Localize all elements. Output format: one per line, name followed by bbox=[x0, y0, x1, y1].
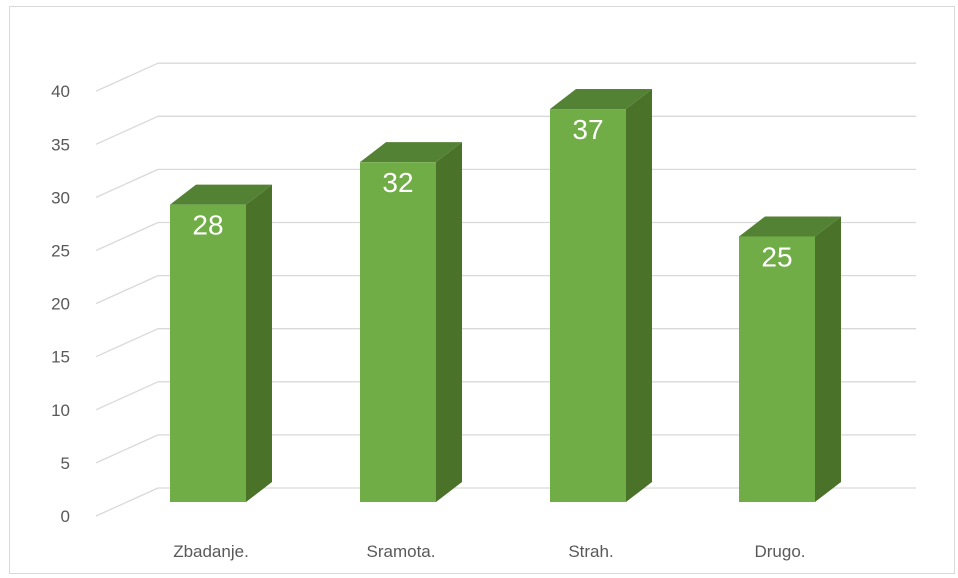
bar-top bbox=[360, 142, 462, 163]
bar-side bbox=[436, 142, 462, 502]
gridline-diagonal bbox=[95, 221, 159, 252]
y-tick-label: 5 bbox=[61, 454, 70, 473]
bar-side bbox=[815, 216, 841, 502]
bar-top bbox=[739, 216, 841, 237]
x-category-label: Strah. bbox=[568, 542, 613, 561]
gridline-diagonal bbox=[95, 275, 159, 305]
x-axis-ticks: Zbadanje. Sramota. Strah. Drugo. bbox=[173, 542, 805, 561]
bar: 25 bbox=[739, 216, 841, 502]
gridline-diagonal bbox=[95, 115, 159, 145]
bar-front bbox=[170, 204, 246, 502]
bar-front bbox=[739, 236, 815, 502]
bar-side bbox=[626, 89, 652, 502]
y-tick-label: 40 bbox=[51, 82, 70, 101]
y-tick-label: 10 bbox=[51, 401, 70, 420]
bars: 28 32 37 25 bbox=[170, 89, 841, 502]
data-label: 28 bbox=[192, 210, 223, 241]
y-tick-label: 0 bbox=[61, 507, 70, 526]
y-tick-label: 35 bbox=[51, 135, 70, 154]
bar-side bbox=[246, 184, 272, 502]
x-category-label: Drugo. bbox=[754, 542, 805, 561]
bar: 32 bbox=[360, 142, 462, 502]
data-label: 37 bbox=[572, 114, 603, 145]
gridline-diagonal bbox=[95, 168, 159, 198]
bar-front bbox=[360, 162, 436, 502]
bar-front bbox=[550, 109, 626, 502]
gridline-diagonal bbox=[95, 328, 159, 358]
gridline-diagonal bbox=[95, 487, 159, 517]
bar-top bbox=[170, 184, 272, 205]
bar: 37 bbox=[550, 89, 652, 502]
bar: 28 bbox=[170, 184, 272, 502]
y-tick-label: 30 bbox=[51, 188, 70, 207]
gridline-diagonal bbox=[95, 434, 159, 464]
data-label: 25 bbox=[761, 242, 792, 273]
gridline-diagonal bbox=[95, 381, 159, 411]
x-category-label: Zbadanje. bbox=[173, 542, 249, 561]
data-label: 32 bbox=[382, 167, 413, 198]
x-category-label: Sramota. bbox=[367, 542, 436, 561]
y-axis-ticks: 0 5 10 15 20 25 30 35 40 bbox=[51, 82, 70, 526]
bar-top bbox=[550, 89, 652, 110]
gridline-diagonal bbox=[95, 62, 159, 92]
y-tick-label: 15 bbox=[51, 348, 70, 367]
y-tick-label: 25 bbox=[51, 242, 70, 261]
y-tick-label: 20 bbox=[51, 295, 70, 314]
